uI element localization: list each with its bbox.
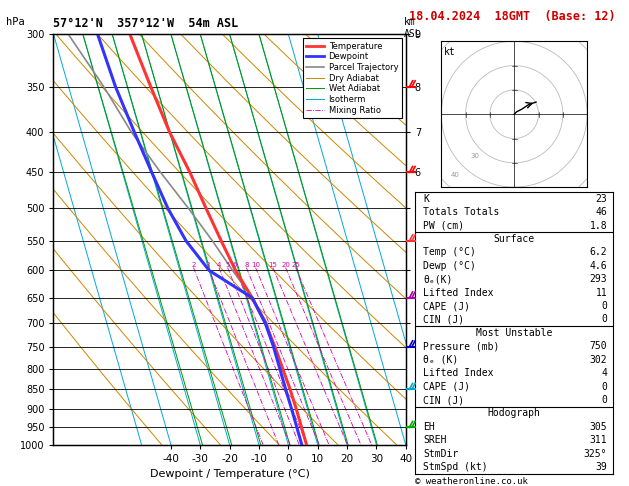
Text: 305: 305 — [590, 422, 608, 432]
Text: 293: 293 — [590, 274, 608, 284]
Text: © weatheronline.co.uk: © weatheronline.co.uk — [415, 477, 528, 486]
Text: hPa: hPa — [6, 17, 25, 27]
Text: 23: 23 — [596, 194, 608, 204]
Text: StmSpd (kt): StmSpd (kt) — [423, 462, 487, 472]
Text: θₑ(K): θₑ(K) — [423, 274, 452, 284]
Text: 11: 11 — [596, 288, 608, 297]
Text: Lifted Index: Lifted Index — [423, 288, 494, 297]
Text: Hodograph: Hodograph — [487, 408, 541, 418]
Text: Surface: Surface — [494, 234, 535, 244]
Text: 20: 20 — [281, 261, 290, 268]
Text: CAPE (J): CAPE (J) — [423, 382, 470, 392]
Text: θₑ (K): θₑ (K) — [423, 355, 459, 365]
Text: 311: 311 — [590, 435, 608, 445]
Text: 750: 750 — [590, 341, 608, 351]
Text: StmDir: StmDir — [423, 449, 459, 459]
Text: CIN (J): CIN (J) — [423, 314, 464, 325]
Text: 39: 39 — [596, 462, 608, 472]
Text: 15: 15 — [269, 261, 277, 268]
Text: 4.6: 4.6 — [590, 261, 608, 271]
Text: Pressure (mb): Pressure (mb) — [423, 341, 499, 351]
Text: 18.04.2024  18GMT  (Base: 12): 18.04.2024 18GMT (Base: 12) — [409, 10, 615, 23]
Text: 1.8: 1.8 — [590, 221, 608, 230]
Text: 40: 40 — [451, 173, 460, 178]
Text: 5: 5 — [225, 261, 230, 268]
Text: 3: 3 — [206, 261, 211, 268]
Text: CIN (J): CIN (J) — [423, 395, 464, 405]
Text: EH: EH — [423, 422, 435, 432]
Text: Dewp (°C): Dewp (°C) — [423, 261, 476, 271]
Text: 302: 302 — [590, 355, 608, 365]
Text: 46: 46 — [596, 207, 608, 217]
Text: 25: 25 — [291, 261, 300, 268]
Text: Totals Totals: Totals Totals — [423, 207, 499, 217]
Text: km
ASL: km ASL — [404, 17, 421, 38]
Text: 6: 6 — [233, 261, 237, 268]
Text: 30: 30 — [470, 153, 479, 159]
Text: 0: 0 — [601, 314, 608, 325]
Text: 8: 8 — [244, 261, 248, 268]
Text: CAPE (J): CAPE (J) — [423, 301, 470, 311]
Text: SREH: SREH — [423, 435, 447, 445]
Text: 10: 10 — [251, 261, 260, 268]
Text: 4: 4 — [217, 261, 221, 268]
Text: 0: 0 — [601, 382, 608, 392]
Text: 2: 2 — [191, 261, 196, 268]
Text: 6.2: 6.2 — [590, 247, 608, 258]
Text: kt: kt — [444, 47, 456, 57]
Legend: Temperature, Dewpoint, Parcel Trajectory, Dry Adiabat, Wet Adiabat, Isotherm, Mi: Temperature, Dewpoint, Parcel Trajectory… — [303, 38, 401, 118]
Text: Lifted Index: Lifted Index — [423, 368, 494, 378]
Text: Most Unstable: Most Unstable — [476, 328, 552, 338]
Text: 0: 0 — [601, 395, 608, 405]
Text: 0: 0 — [601, 301, 608, 311]
Text: Temp (°C): Temp (°C) — [423, 247, 476, 258]
X-axis label: Dewpoint / Temperature (°C): Dewpoint / Temperature (°C) — [150, 469, 309, 479]
Text: K: K — [423, 194, 429, 204]
Text: 325°: 325° — [584, 449, 608, 459]
Text: PW (cm): PW (cm) — [423, 221, 464, 230]
Text: 4: 4 — [601, 368, 608, 378]
Text: 57°12'N  357°12'W  54m ASL: 57°12'N 357°12'W 54m ASL — [53, 17, 239, 30]
